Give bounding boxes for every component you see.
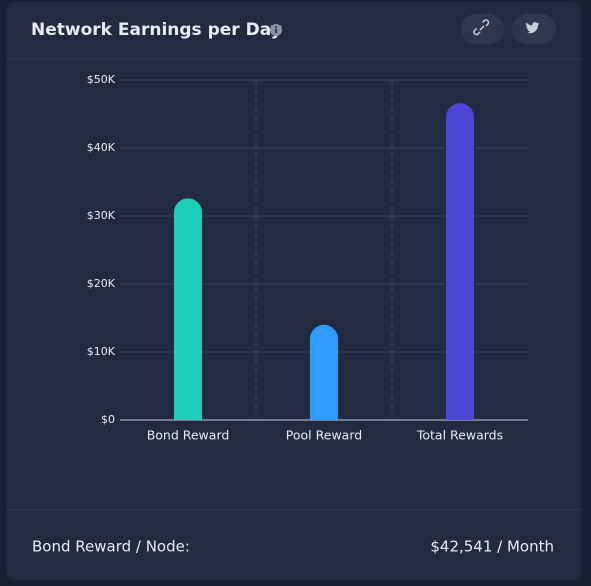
twitter-button[interactable] <box>512 14 556 44</box>
bar <box>446 103 474 421</box>
x-tick-label: Total Rewards <box>416 428 503 443</box>
footer-label: Bond Reward / Node: <box>32 538 190 556</box>
y-tick-label: $50K <box>87 73 116 86</box>
bar <box>174 198 202 420</box>
bar <box>310 324 339 420</box>
y-tick-label: $0 <box>101 413 115 426</box>
y-tick-label: $20K <box>87 277 116 290</box>
y-tick-label: $40K <box>87 141 116 154</box>
y-tick-label: $30K <box>87 209 116 222</box>
info-icon[interactable] <box>270 24 282 36</box>
card <box>6 2 581 580</box>
y-tick-label: $10K <box>87 345 116 358</box>
footer-value: $42,541 / Month <box>430 538 554 556</box>
x-tick-label: Pool Reward <box>286 428 362 443</box>
chart-title: Network Earnings per Day <box>31 20 282 40</box>
link-button[interactable] <box>461 14 504 44</box>
x-tick-label: Bond Reward <box>147 428 230 443</box>
